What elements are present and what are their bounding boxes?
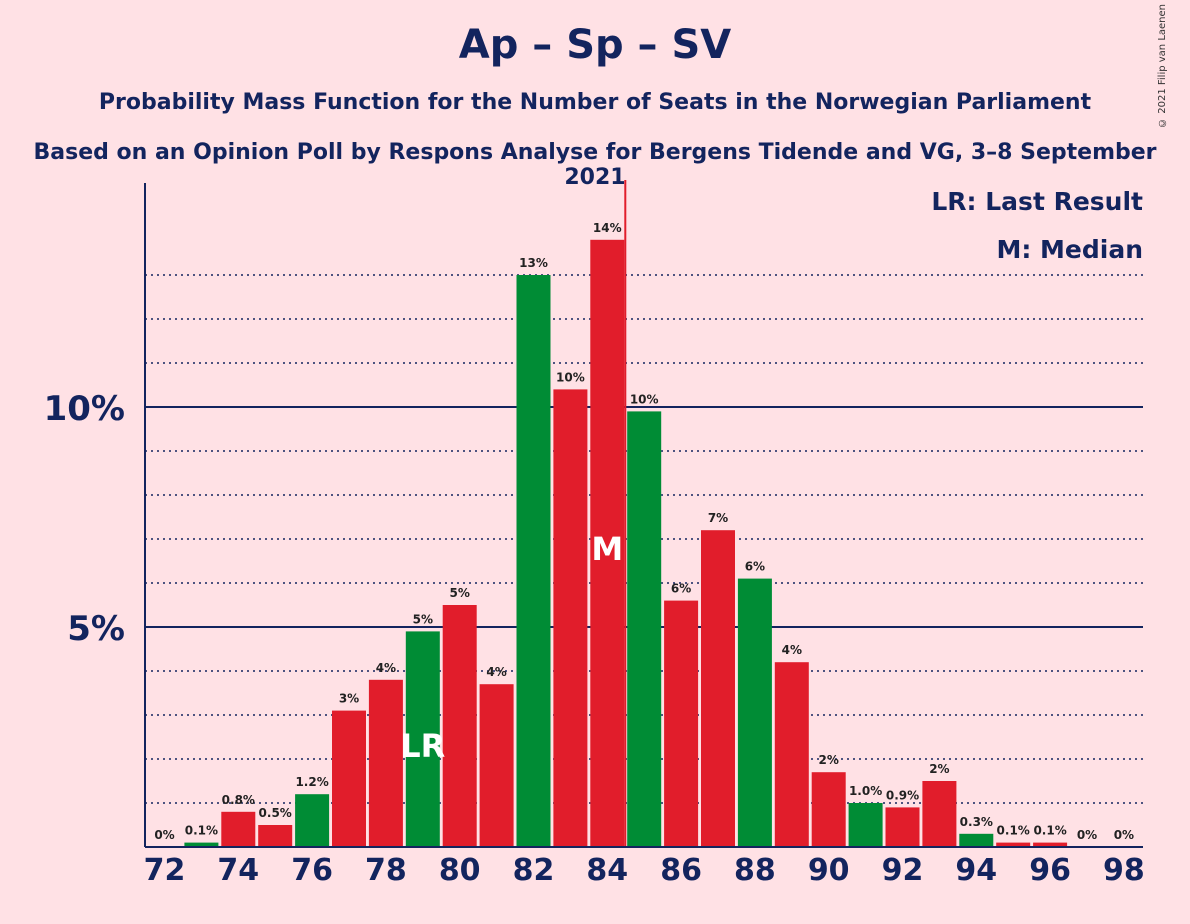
y-tick-label: 5% bbox=[67, 609, 125, 649]
bar-seat-90 bbox=[811, 772, 846, 847]
data-label: 5% bbox=[450, 586, 470, 600]
data-label: 0% bbox=[154, 828, 174, 842]
data-label: 13% bbox=[519, 256, 548, 270]
x-tick-label: 98 bbox=[1103, 853, 1145, 888]
x-tick-label: 78 bbox=[365, 853, 407, 888]
data-label: 6% bbox=[671, 582, 691, 596]
data-label: 0.1% bbox=[1033, 824, 1066, 838]
data-label: 4% bbox=[376, 661, 396, 675]
bar-seat-92 bbox=[885, 807, 920, 847]
x-tick-label: 86 bbox=[660, 853, 702, 888]
x-tick-label: 84 bbox=[586, 853, 628, 888]
bar-seat-76 bbox=[295, 794, 330, 847]
bar-seat-80 bbox=[442, 605, 477, 847]
bar-seat-82 bbox=[516, 275, 551, 847]
data-label: 14% bbox=[593, 221, 622, 235]
data-label: 10% bbox=[556, 370, 585, 384]
bar-seat-83 bbox=[553, 389, 588, 847]
bar-seat-84 bbox=[590, 239, 625, 848]
data-label: 7% bbox=[708, 511, 728, 525]
chart-title: Ap – Sp – SV bbox=[458, 22, 732, 68]
data-label: 0.5% bbox=[259, 806, 292, 820]
data-label: 1.2% bbox=[295, 775, 328, 789]
last-result-marker: LR bbox=[400, 727, 445, 765]
data-label: 0.9% bbox=[886, 788, 919, 802]
bar-seat-87 bbox=[701, 530, 735, 847]
x-tick-label: 88 bbox=[734, 853, 776, 888]
x-tick-label: 90 bbox=[808, 853, 850, 888]
bar-seat-95 bbox=[996, 842, 1031, 847]
data-label: 0.8% bbox=[222, 793, 255, 807]
median-marker: M bbox=[591, 530, 623, 568]
bar-seat-91 bbox=[848, 803, 883, 847]
data-label: 0.3% bbox=[960, 815, 993, 829]
bar-seat-75 bbox=[258, 825, 293, 847]
x-tick-label: 96 bbox=[1029, 853, 1071, 888]
data-label: 2% bbox=[819, 753, 839, 767]
bar-seat-88 bbox=[737, 578, 772, 847]
data-label: 6% bbox=[745, 560, 765, 574]
data-label: 10% bbox=[630, 392, 659, 406]
data-label: 4% bbox=[486, 665, 506, 679]
bar-seat-93 bbox=[922, 781, 957, 847]
data-label: 4% bbox=[782, 643, 802, 657]
bar-seat-74 bbox=[221, 811, 256, 847]
bar-seat-94 bbox=[959, 833, 994, 847]
data-label: 0.1% bbox=[997, 824, 1030, 838]
data-label: 3% bbox=[339, 692, 359, 706]
x-tick-label: 74 bbox=[217, 853, 259, 888]
bar-seat-85 bbox=[627, 411, 662, 847]
data-label: 5% bbox=[413, 612, 433, 626]
chart-source: Based on an Opinion Poll by Respons Anal… bbox=[33, 140, 1157, 190]
data-label: 0% bbox=[1114, 828, 1134, 842]
data-label: 1.0% bbox=[849, 784, 882, 798]
data-label: 0.1% bbox=[185, 824, 218, 838]
data-label: 0% bbox=[1077, 828, 1097, 842]
chart-subtitle: Probability Mass Function for the Number… bbox=[98, 90, 1092, 115]
x-tick-label: 82 bbox=[513, 853, 555, 888]
x-tick-label: 72 bbox=[144, 853, 186, 888]
x-tick-label: 80 bbox=[439, 853, 481, 888]
bar-seat-81 bbox=[479, 684, 514, 847]
bar-seat-79 bbox=[405, 631, 440, 847]
y-tick-label: 10% bbox=[44, 389, 125, 429]
legend-median: M: Median bbox=[996, 235, 1143, 264]
x-tick-label: 92 bbox=[882, 853, 924, 888]
legend-last-result: LR: Last Result bbox=[931, 187, 1143, 216]
bar-seat-78 bbox=[368, 679, 403, 847]
bar-seat-96 bbox=[1033, 842, 1068, 847]
bar-seat-89 bbox=[774, 662, 809, 847]
bar-seat-77 bbox=[332, 710, 366, 847]
bar-seat-73 bbox=[184, 842, 219, 847]
data-label: 2% bbox=[929, 762, 949, 776]
x-tick-label: 76 bbox=[291, 853, 333, 888]
x-tick-label: 94 bbox=[955, 853, 997, 888]
bar-seat-86 bbox=[664, 600, 699, 847]
